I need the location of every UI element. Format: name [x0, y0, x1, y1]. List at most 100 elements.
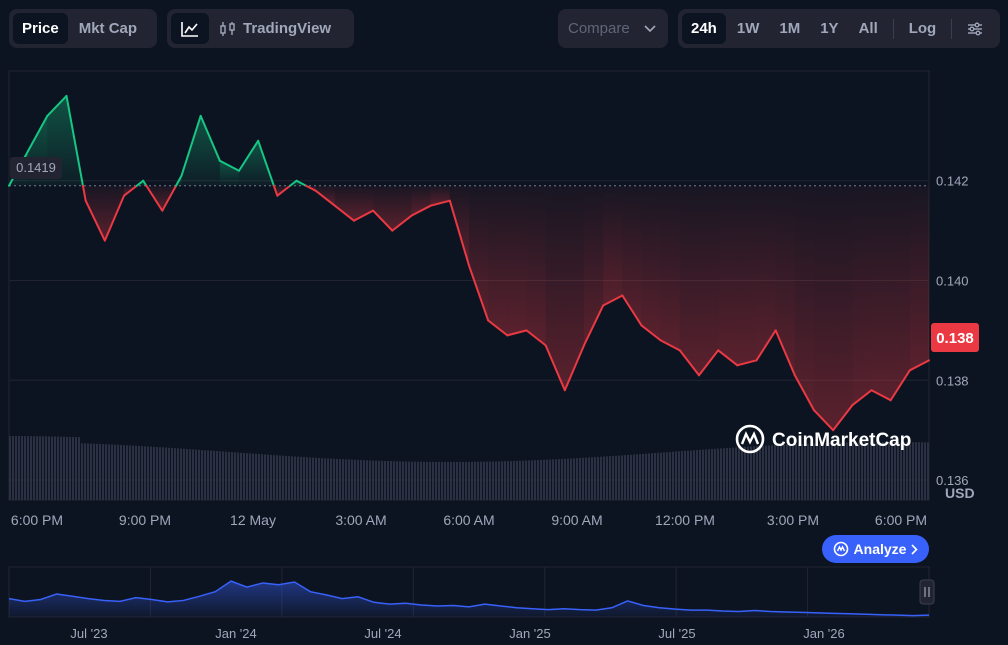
volume-bar — [30, 436, 32, 500]
settings-button[interactable] — [958, 13, 992, 44]
volume-bar — [567, 458, 569, 500]
volume-bar — [369, 460, 371, 500]
volume-bar — [651, 453, 653, 500]
volume-bar — [675, 451, 677, 500]
navigator-handle[interactable] — [919, 579, 935, 605]
price-line-segment — [755, 329, 777, 362]
volume-bar — [714, 448, 716, 500]
volume-bar — [510, 461, 512, 500]
line-chart-icon — [181, 21, 198, 37]
price-line-segment — [84, 199, 106, 242]
volume-bar — [900, 442, 902, 500]
volume-bar — [87, 443, 89, 500]
volume-bar — [387, 461, 389, 500]
range-1m-button[interactable]: 1M — [779, 20, 801, 37]
range-24h-button[interactable]: 24h — [682, 13, 726, 44]
volume-bar — [186, 448, 188, 500]
line-chart-button[interactable] — [171, 13, 209, 44]
volume-bar — [732, 447, 734, 500]
volume-bar — [474, 461, 476, 500]
price-fill — [354, 185, 374, 221]
volume-bar — [507, 461, 509, 500]
volume-bar — [678, 451, 680, 500]
price-tab[interactable]: Price — [13, 13, 68, 44]
price-fill — [273, 185, 278, 196]
compare-dropdown[interactable]: Compare — [558, 9, 668, 48]
price-line-segment — [305, 184, 317, 192]
volume-bar — [366, 460, 368, 500]
volume-bar — [777, 445, 779, 500]
volume-bar — [147, 446, 149, 500]
volume-bar — [450, 461, 452, 500]
price-fill — [66, 95, 83, 186]
price-line-segment — [717, 349, 739, 367]
volume-bar — [438, 461, 440, 500]
volume-bar — [720, 448, 722, 500]
navigator-tick-label: Jan '24 — [215, 626, 257, 641]
volume-bar — [267, 454, 269, 500]
volume-bar — [828, 442, 830, 500]
volume-bar — [114, 444, 116, 500]
range-1y-button[interactable]: 1Y — [820, 20, 839, 37]
volume-bar — [591, 457, 593, 500]
volume-bar — [213, 450, 215, 500]
price-line-segment — [180, 114, 202, 177]
volume-bar — [123, 445, 125, 500]
price-line-segment — [238, 139, 260, 172]
price-fill — [641, 185, 661, 341]
volume-bar — [906, 442, 908, 500]
price-line-segment — [272, 184, 279, 197]
mktcap-tab[interactable]: Mkt Cap — [78, 20, 138, 37]
price-line-segment — [468, 264, 490, 322]
volume-bar — [225, 451, 227, 500]
price-line-segment — [506, 329, 528, 337]
volume-bar — [639, 454, 641, 500]
volume-bar — [399, 461, 401, 500]
volume-bar — [705, 449, 707, 500]
log-scale-button[interactable]: Log — [908, 20, 937, 37]
volume-bar — [396, 461, 398, 500]
analyze-button[interactable]: Analyze — [822, 535, 929, 563]
volume-bar — [165, 447, 167, 500]
volume-bar — [816, 443, 818, 500]
volume-bar — [411, 461, 413, 500]
analyze-icon — [833, 541, 848, 557]
analyze-label: Analyze — [853, 541, 907, 557]
range-all-button[interactable]: All — [858, 20, 878, 37]
volume-bar — [915, 442, 917, 500]
volume-bar — [57, 436, 59, 500]
navigator-frame — [8, 566, 930, 618]
volume-bar — [234, 452, 236, 500]
price-fill — [219, 160, 239, 186]
range-1w-button[interactable]: 1W — [736, 20, 760, 37]
volume-bar — [558, 459, 560, 500]
volume-bar — [846, 442, 848, 500]
volume-bar — [375, 460, 377, 500]
volume-bar — [822, 443, 824, 500]
volume-bar — [243, 453, 245, 500]
volume-bar — [681, 451, 683, 500]
watermark-text: CoinMarketCap — [772, 430, 911, 451]
tradingview-button[interactable]: TradingView — [211, 13, 339, 44]
price-fill — [660, 185, 680, 351]
volume-bar — [687, 450, 689, 500]
toolbar-divider — [892, 18, 894, 39]
price-line-segment — [813, 409, 835, 432]
price-line-segment — [391, 214, 413, 232]
volume-bar — [198, 449, 200, 500]
price-line-segment — [353, 209, 375, 222]
volume-bar — [183, 448, 185, 500]
volume-bar — [48, 436, 50, 500]
price-fill — [136, 180, 144, 186]
volume-bar — [9, 436, 11, 500]
volume-bar — [786, 444, 788, 500]
volume-bar — [96, 443, 98, 500]
volume-bar — [402, 461, 404, 500]
price-fill — [124, 185, 137, 196]
price-fill — [411, 185, 431, 216]
volume-bar — [549, 459, 551, 500]
price-line-segment — [65, 94, 84, 187]
volume-bar — [381, 460, 383, 500]
volume-bar — [471, 461, 473, 500]
volume-bar — [465, 461, 467, 500]
